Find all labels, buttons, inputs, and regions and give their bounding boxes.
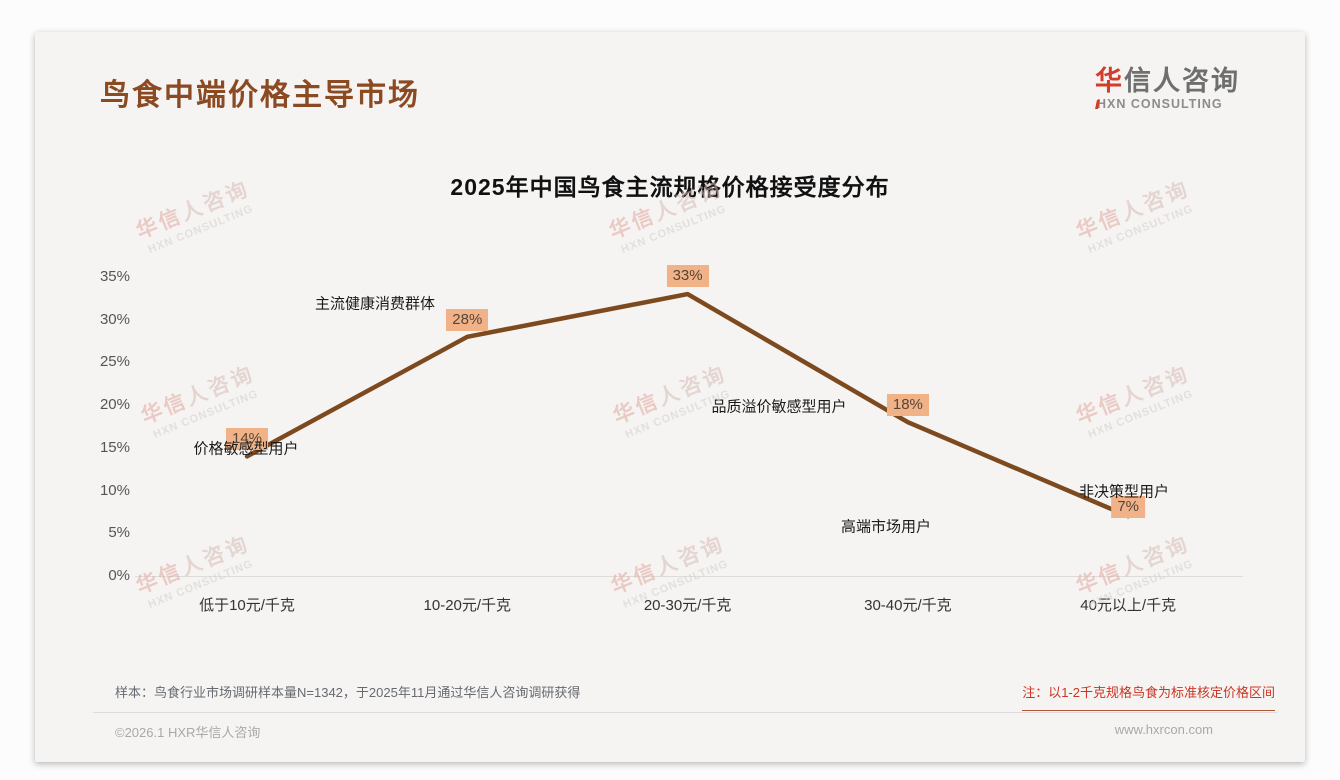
x-category-label: 40元以上/千克	[1080, 597, 1177, 614]
chart-annotation: 非决策型用户	[1078, 483, 1170, 501]
trend-line	[244, 291, 1131, 519]
chart-title: 2025年中国鸟食主流规格价格接受度分布	[450, 174, 890, 200]
y-tick-label: 15%	[99, 438, 130, 456]
chart-annotation: 主流健康消费群体	[314, 295, 436, 313]
logo-chinese-name: 华信人咨询	[1095, 66, 1240, 96]
y-tick-label: 10%	[99, 481, 130, 499]
data-label: 18%	[886, 394, 929, 417]
chart-annotation: 品质溢价敏感型用户	[711, 398, 847, 416]
x-category-label: 10-20元/千克	[423, 597, 512, 614]
footer-copyright: ©2026.1 HXR华信人咨询	[115, 725, 261, 740]
y-tick-label: 30%	[99, 310, 130, 328]
y-tick-label: 5%	[108, 524, 130, 542]
chart-annotation: 高端市场用户	[840, 518, 932, 536]
x-category-label: 低于10元/千克	[199, 597, 295, 614]
y-tick-label: 35%	[99, 268, 130, 285]
logo-english-name: HXN CONSULTING	[1095, 97, 1240, 111]
sample-note: 样本：鸟食行业市场调研样本量N=1342，于2025年11月通过华信人咨询调研获…	[115, 685, 581, 700]
x-category-label: 20-30元/千克	[643, 597, 732, 614]
data-label: 14%	[225, 428, 269, 451]
chart-annotation: 价格敏感型用户	[193, 440, 299, 458]
page-title: 鸟食中端价格主导市场	[100, 79, 420, 112]
logo-rest-chars: 信人咨询	[1124, 66, 1240, 96]
y-tick-label: 20%	[99, 396, 130, 414]
slide-card: 鸟食中端价格主导市场 华信人咨询 HXN CONSULTING 2025年中国鸟…	[35, 32, 1305, 762]
footer-website: www.hxrcon.com	[1114, 722, 1213, 737]
y-tick-label: 0%	[108, 567, 130, 584]
y-tick-label: 25%	[99, 353, 130, 371]
logo-english-text: HXN CONSULTING	[1097, 97, 1223, 111]
company-logo: 华信人咨询 HXN CONSULTING	[1095, 66, 1240, 111]
x-category-label: 30-40元/千克	[864, 597, 952, 614]
data-label: 7%	[1111, 496, 1146, 519]
x-axis-baseline	[135, 576, 1243, 577]
data-label: 28%	[446, 308, 489, 331]
bottom-divider	[93, 712, 1277, 713]
remark-note: 注：以1-2千克规格鸟食为标准核定价格区间	[1022, 682, 1275, 711]
logo-accent-char: 华	[1095, 66, 1124, 96]
trend-line-svg	[244, 291, 1131, 519]
line-chart: 0% 5% 10% 15% 20% 25% 30% 35% 低于10元/千克 10-20元/千克…	[35, 32, 1305, 762]
data-label: 33%	[666, 265, 709, 288]
